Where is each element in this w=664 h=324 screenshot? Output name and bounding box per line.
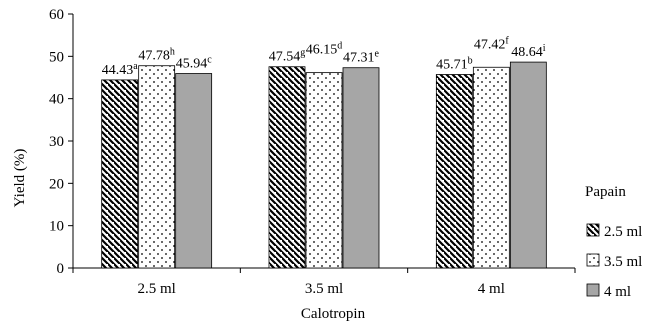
legend-swatch <box>586 223 600 237</box>
data-label: 47.31e <box>343 49 380 66</box>
data-label: 45.94c <box>176 55 213 72</box>
y-tick-label: 60 <box>49 7 64 23</box>
legend: Papain 2.5 ml 3.5 ml 4 ml <box>585 184 642 300</box>
bar <box>305 72 343 269</box>
legend-swatch <box>586 253 600 267</box>
y-tick-label: 0 <box>57 261 65 277</box>
legend-entry: 2.5 ml <box>604 224 642 240</box>
legend-title: Papain <box>585 184 626 200</box>
y-tick-label: 20 <box>49 176 64 192</box>
x-tick-label: 2.5 ml <box>137 281 175 297</box>
data-label: 46.15d <box>306 41 343 58</box>
x-tick-label: 3.5 ml <box>305 281 343 297</box>
data-label: 47.54g <box>269 48 306 65</box>
y-tick-label: 40 <box>49 92 64 108</box>
axes: 0 10 20 30 40 50 60 2.5 ml 3.5 ml 4 ml <box>49 7 576 297</box>
data-label: 44.43a <box>102 61 138 78</box>
bars <box>101 61 547 269</box>
y-tick-label: 10 <box>49 219 64 235</box>
legend-swatch <box>586 283 600 297</box>
legend-entry: 4 ml <box>604 284 631 300</box>
data-label: 47.42f <box>474 35 510 52</box>
data-label: 47.78h <box>138 47 175 64</box>
bar <box>509 61 547 269</box>
x-tick-label: 4 ml <box>478 281 505 297</box>
bar <box>342 67 380 269</box>
y-tick-label: 50 <box>49 49 64 65</box>
data-label: 48.64i <box>511 43 546 60</box>
bar <box>435 74 473 269</box>
y-axis-label: Yield (%) <box>12 149 28 208</box>
data-label: 45.71b <box>436 55 473 72</box>
legend-entry: 3.5 ml <box>604 254 642 270</box>
x-axis-label: Calotropin <box>301 306 366 322</box>
bar <box>472 66 510 269</box>
bar <box>138 65 176 269</box>
bar <box>101 79 139 269</box>
bar <box>175 73 213 269</box>
bar <box>268 66 306 269</box>
y-tick-label: 30 <box>49 134 64 150</box>
